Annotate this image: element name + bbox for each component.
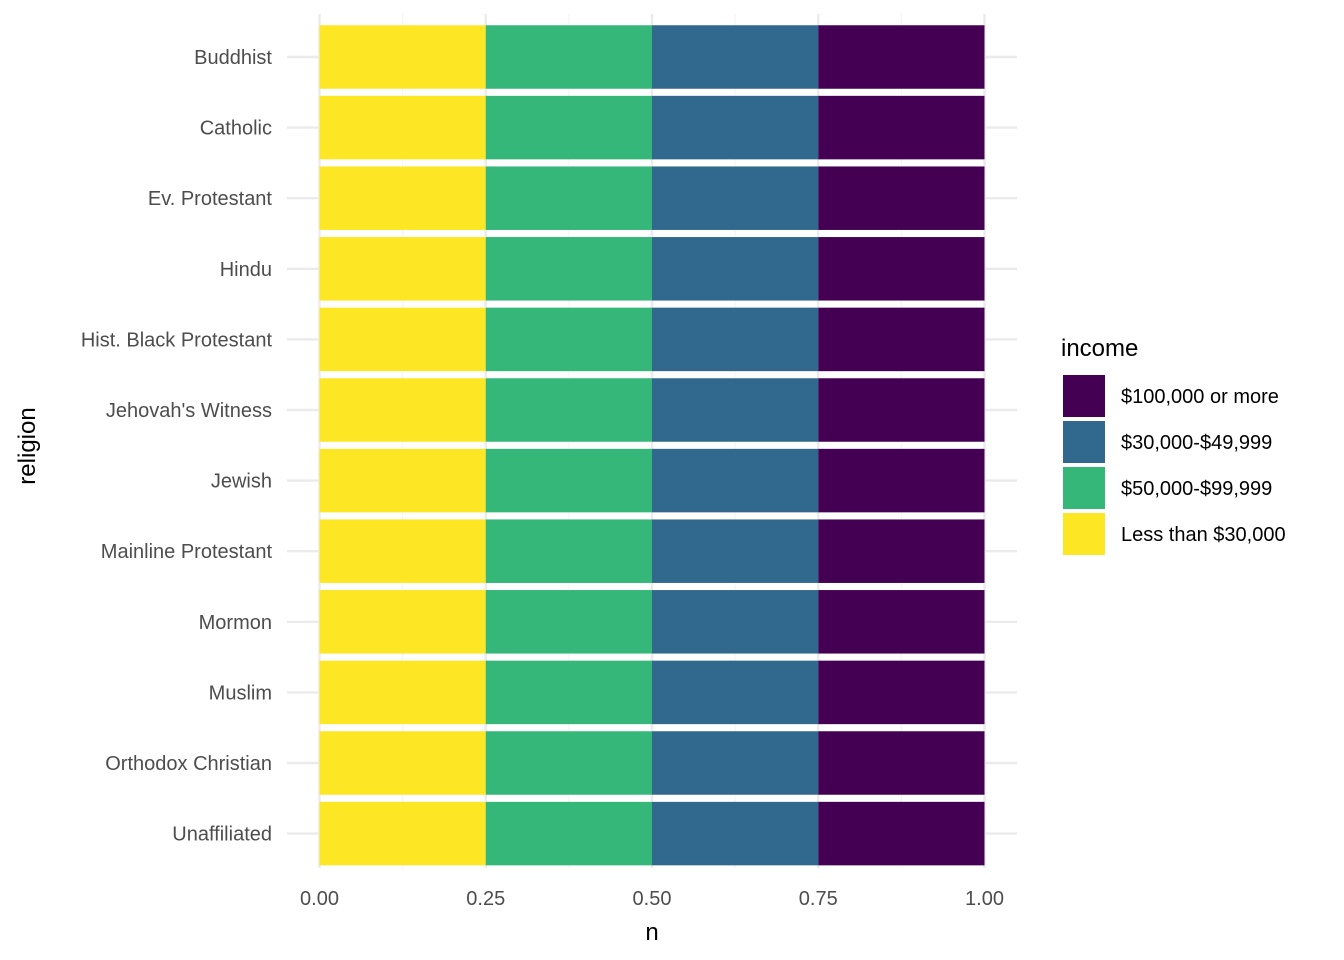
bar-segment <box>652 801 819 866</box>
bar-segment <box>818 660 985 725</box>
y-axis-title: religion <box>14 407 41 484</box>
x-tick-label: 1.00 <box>965 888 1004 910</box>
bar-segment <box>319 519 486 583</box>
y-axis-tick-labels: Buddhist Catholic Ev. Protestant Hindu Hist.… <box>81 47 273 846</box>
y-tick-label: Muslim <box>209 682 272 704</box>
bar-segment <box>652 590 819 654</box>
bar-segment <box>319 731 486 795</box>
x-tick-label: 0.50 <box>633 888 672 910</box>
bar-segment <box>818 307 985 372</box>
x-tick-label: 0.75 <box>799 888 838 910</box>
bar-segment <box>319 166 486 230</box>
bar-segment <box>485 448 652 513</box>
y-tick-label: Jewish <box>211 471 272 493</box>
bar-segment <box>485 519 652 583</box>
bar-segment <box>319 801 486 866</box>
x-tick-label: 0.25 <box>466 888 505 910</box>
y-tick-label: Buddhist <box>194 47 272 69</box>
y-tick-label: Jehovah's Witness <box>106 400 272 422</box>
y-tick-label: Mormon <box>199 612 272 634</box>
legend-key <box>1063 467 1105 509</box>
bar-segment <box>818 166 985 230</box>
bar-segment <box>485 25 652 89</box>
bar-segment <box>818 378 985 442</box>
bar-segment <box>652 731 819 795</box>
bar-segment <box>652 448 819 513</box>
bar-segment <box>652 307 819 372</box>
bar-segment <box>818 731 985 795</box>
legend-key <box>1063 513 1105 555</box>
y-tick-label: Catholic <box>200 118 272 140</box>
bar-segment <box>485 731 652 795</box>
bar-segment <box>319 237 486 301</box>
bar-segment <box>818 237 985 301</box>
legend-key <box>1063 375 1105 417</box>
bar-segment <box>818 95 985 160</box>
y-tick-label: Orthodox Christian <box>105 753 272 775</box>
legend-items: $100,000 or more $30,000-$49,999 $50,000-$… <box>1063 375 1286 555</box>
legend-title: income <box>1061 335 1138 362</box>
x-axis-tick-labels: 0.00 0.25 0.50 0.75 1.00 <box>300 888 1004 910</box>
bar-segment <box>485 590 652 654</box>
bar-segment <box>652 378 819 442</box>
bars <box>319 25 985 866</box>
y-tick-label: Hist. Black Protestant <box>81 329 273 351</box>
legend-label: $50,000-$99,999 <box>1121 478 1272 500</box>
bar-segment <box>485 307 652 372</box>
x-axis-title: n <box>645 919 658 946</box>
bar-segment <box>485 166 652 230</box>
bar-segment <box>652 237 819 301</box>
bar-segment <box>319 378 486 442</box>
y-tick-label: Hindu <box>220 259 272 281</box>
bar-segment <box>485 95 652 160</box>
bar-segment <box>319 95 486 160</box>
bar-segment <box>319 307 486 372</box>
y-tick-label: Unaffiliated <box>172 824 272 846</box>
bar-segment <box>319 25 486 89</box>
legend-label: $100,000 or more <box>1121 386 1279 408</box>
bar-segment <box>652 25 819 89</box>
y-tick-label: Mainline Protestant <box>101 541 273 563</box>
bar-segment <box>818 448 985 513</box>
bar-segment <box>652 660 819 725</box>
bar-segment <box>818 519 985 583</box>
legend-label: Less than $30,000 <box>1121 524 1286 546</box>
bar-segment <box>652 166 819 230</box>
bar-segment <box>485 801 652 866</box>
legend: income $100,000 or more $30,000-$49,999 $5… <box>1061 335 1286 555</box>
bar-segment <box>319 448 486 513</box>
bar-segment <box>652 519 819 583</box>
bar-segment <box>818 801 985 866</box>
y-tick-label: Ev. Protestant <box>148 188 273 210</box>
bar-segment <box>818 25 985 89</box>
bar-segment <box>319 660 486 725</box>
bar-segment <box>818 590 985 654</box>
x-tick-label: 0.00 <box>300 888 339 910</box>
bar-segment <box>485 237 652 301</box>
bar-segment <box>319 590 486 654</box>
legend-key <box>1063 421 1105 463</box>
bar-segment <box>485 378 652 442</box>
bar-segment <box>485 660 652 725</box>
legend-label: $30,000-$49,999 <box>1121 432 1272 454</box>
bar-segment <box>652 95 819 160</box>
